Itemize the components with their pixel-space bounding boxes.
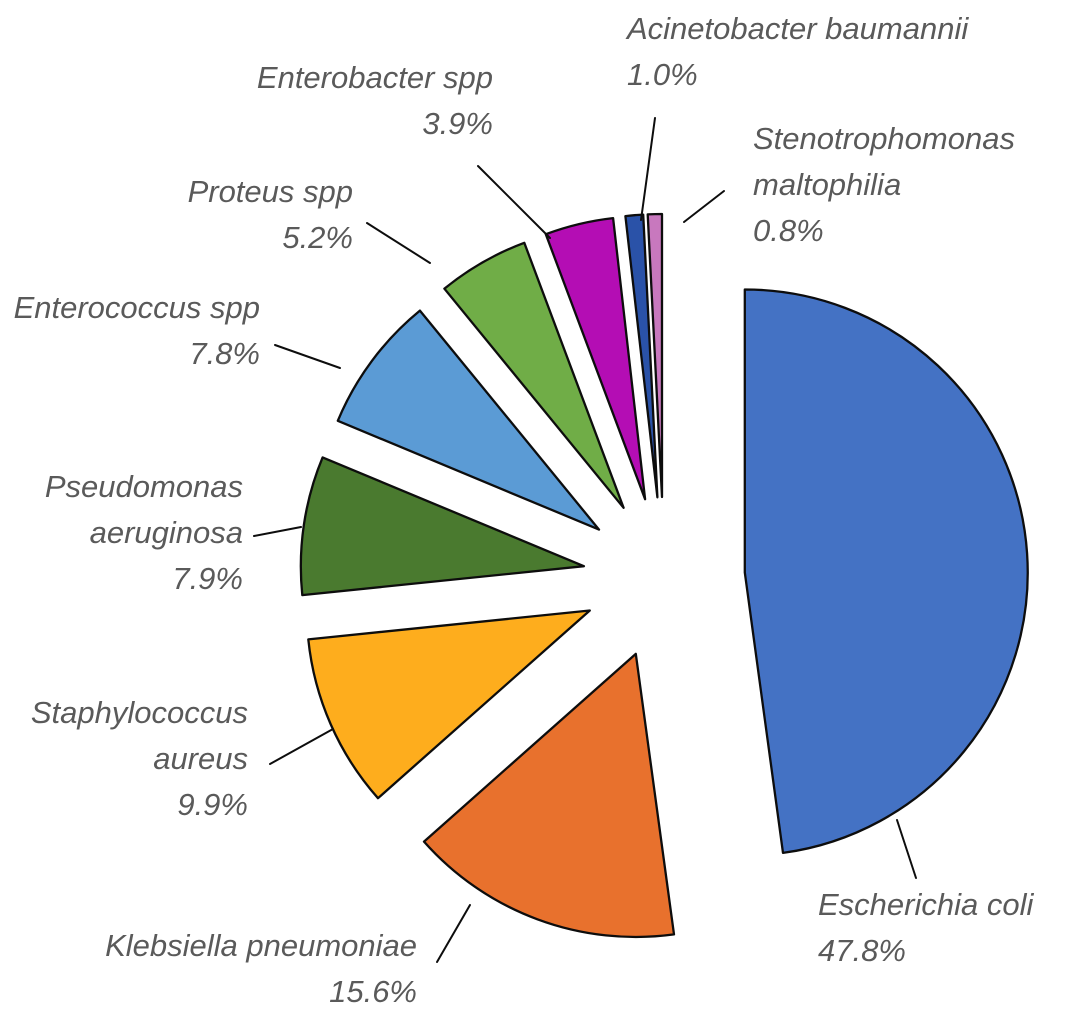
slice-label-staphylococcus-aureus: Staphylococcus aureus 9.9% (0, 690, 248, 828)
leader-line-stenotrophomonas-maltophilia (683, 190, 725, 223)
slice-label-escherichia-coli: Escherichia coli 47.8% (818, 882, 1078, 974)
slice-pct: 7.8% (189, 336, 260, 371)
slice-name: aeruginosa (89, 515, 243, 550)
slice-label-proteus-spp: Proteus spp 5.2% (53, 169, 353, 261)
slice-name: aureus (153, 741, 248, 776)
pie-slice-acinetobacter-baumannii[interactable] (624, 213, 659, 499)
leader-line-staphylococcus-aureus (269, 728, 334, 765)
slice-name: Enterobacter spp (256, 60, 493, 95)
slice-label-pseudomonas-aeruginosa: Pseudomonas aeruginosa 7.9% (0, 464, 243, 602)
slice-name: Staphylococcus (30, 695, 248, 730)
pie-slice-stenotrophomonas-maltophilia[interactable] (646, 212, 664, 499)
leader-line-enterobacter-spp (477, 165, 551, 239)
slice-pct: 5.2% (282, 220, 353, 255)
slice-name: Escherichia coli (818, 887, 1034, 922)
slice-pct: 9.9% (177, 787, 248, 822)
slice-pct: 1.0% (627, 57, 698, 92)
leader-line-acinetobacter-baumannii (640, 117, 656, 221)
pie-slices (299, 212, 1029, 939)
pie-slice-escherichia-coli[interactable] (743, 288, 1029, 855)
pie-slice-proteus-spp[interactable] (443, 241, 625, 509)
slice-name: Acinetobacter baumannii (627, 11, 969, 46)
slice-name: Klebsiella pneumoniae (105, 928, 417, 963)
slice-label-stenotrophomonas-maltophilia: Stenotrophomonas maltophilia 0.8% (753, 116, 1083, 254)
slice-name: Enterococcus spp (13, 290, 260, 325)
slice-label-enterococcus-spp: Enterococcus spp 7.8% (0, 285, 260, 377)
slice-pct: 3.9% (422, 106, 493, 141)
slice-label-enterobacter-spp: Enterobacter spp 3.9% (143, 55, 493, 147)
slice-pct: 47.8% (818, 933, 906, 968)
slice-pct: 0.8% (753, 213, 824, 248)
slice-name: maltophilia (753, 167, 902, 202)
slice-name: Pseudomonas (44, 469, 243, 504)
leader-line-enterococcus-spp (274, 344, 341, 369)
leader-line-pseudomonas-aeruginosa (253, 526, 302, 537)
slice-pct: 7.9% (172, 561, 243, 596)
pie-slice-klebsiella-pneumoniae[interactable] (422, 652, 676, 939)
slice-pct: 15.6% (329, 974, 417, 1009)
leader-line-proteus-spp (366, 222, 431, 264)
slice-name: Stenotrophomonas (753, 121, 1015, 156)
pie-slice-staphylococcus-aureus[interactable] (307, 609, 591, 800)
pie-slice-enterococcus-spp[interactable] (336, 309, 601, 531)
slice-label-acinetobacter-baumannii: Acinetobacter baumannii 1.0% (627, 6, 1067, 98)
slice-label-klebsiella-pneumoniae: Klebsiella pneumoniae 15.6% (67, 923, 417, 1015)
pie-slice-pseudomonas-aeruginosa[interactable] (299, 456, 586, 597)
leader-line-klebsiella-pneumoniae (436, 904, 471, 963)
slice-name: Proteus spp (187, 174, 353, 209)
leader-line-escherichia-coli (896, 819, 917, 879)
